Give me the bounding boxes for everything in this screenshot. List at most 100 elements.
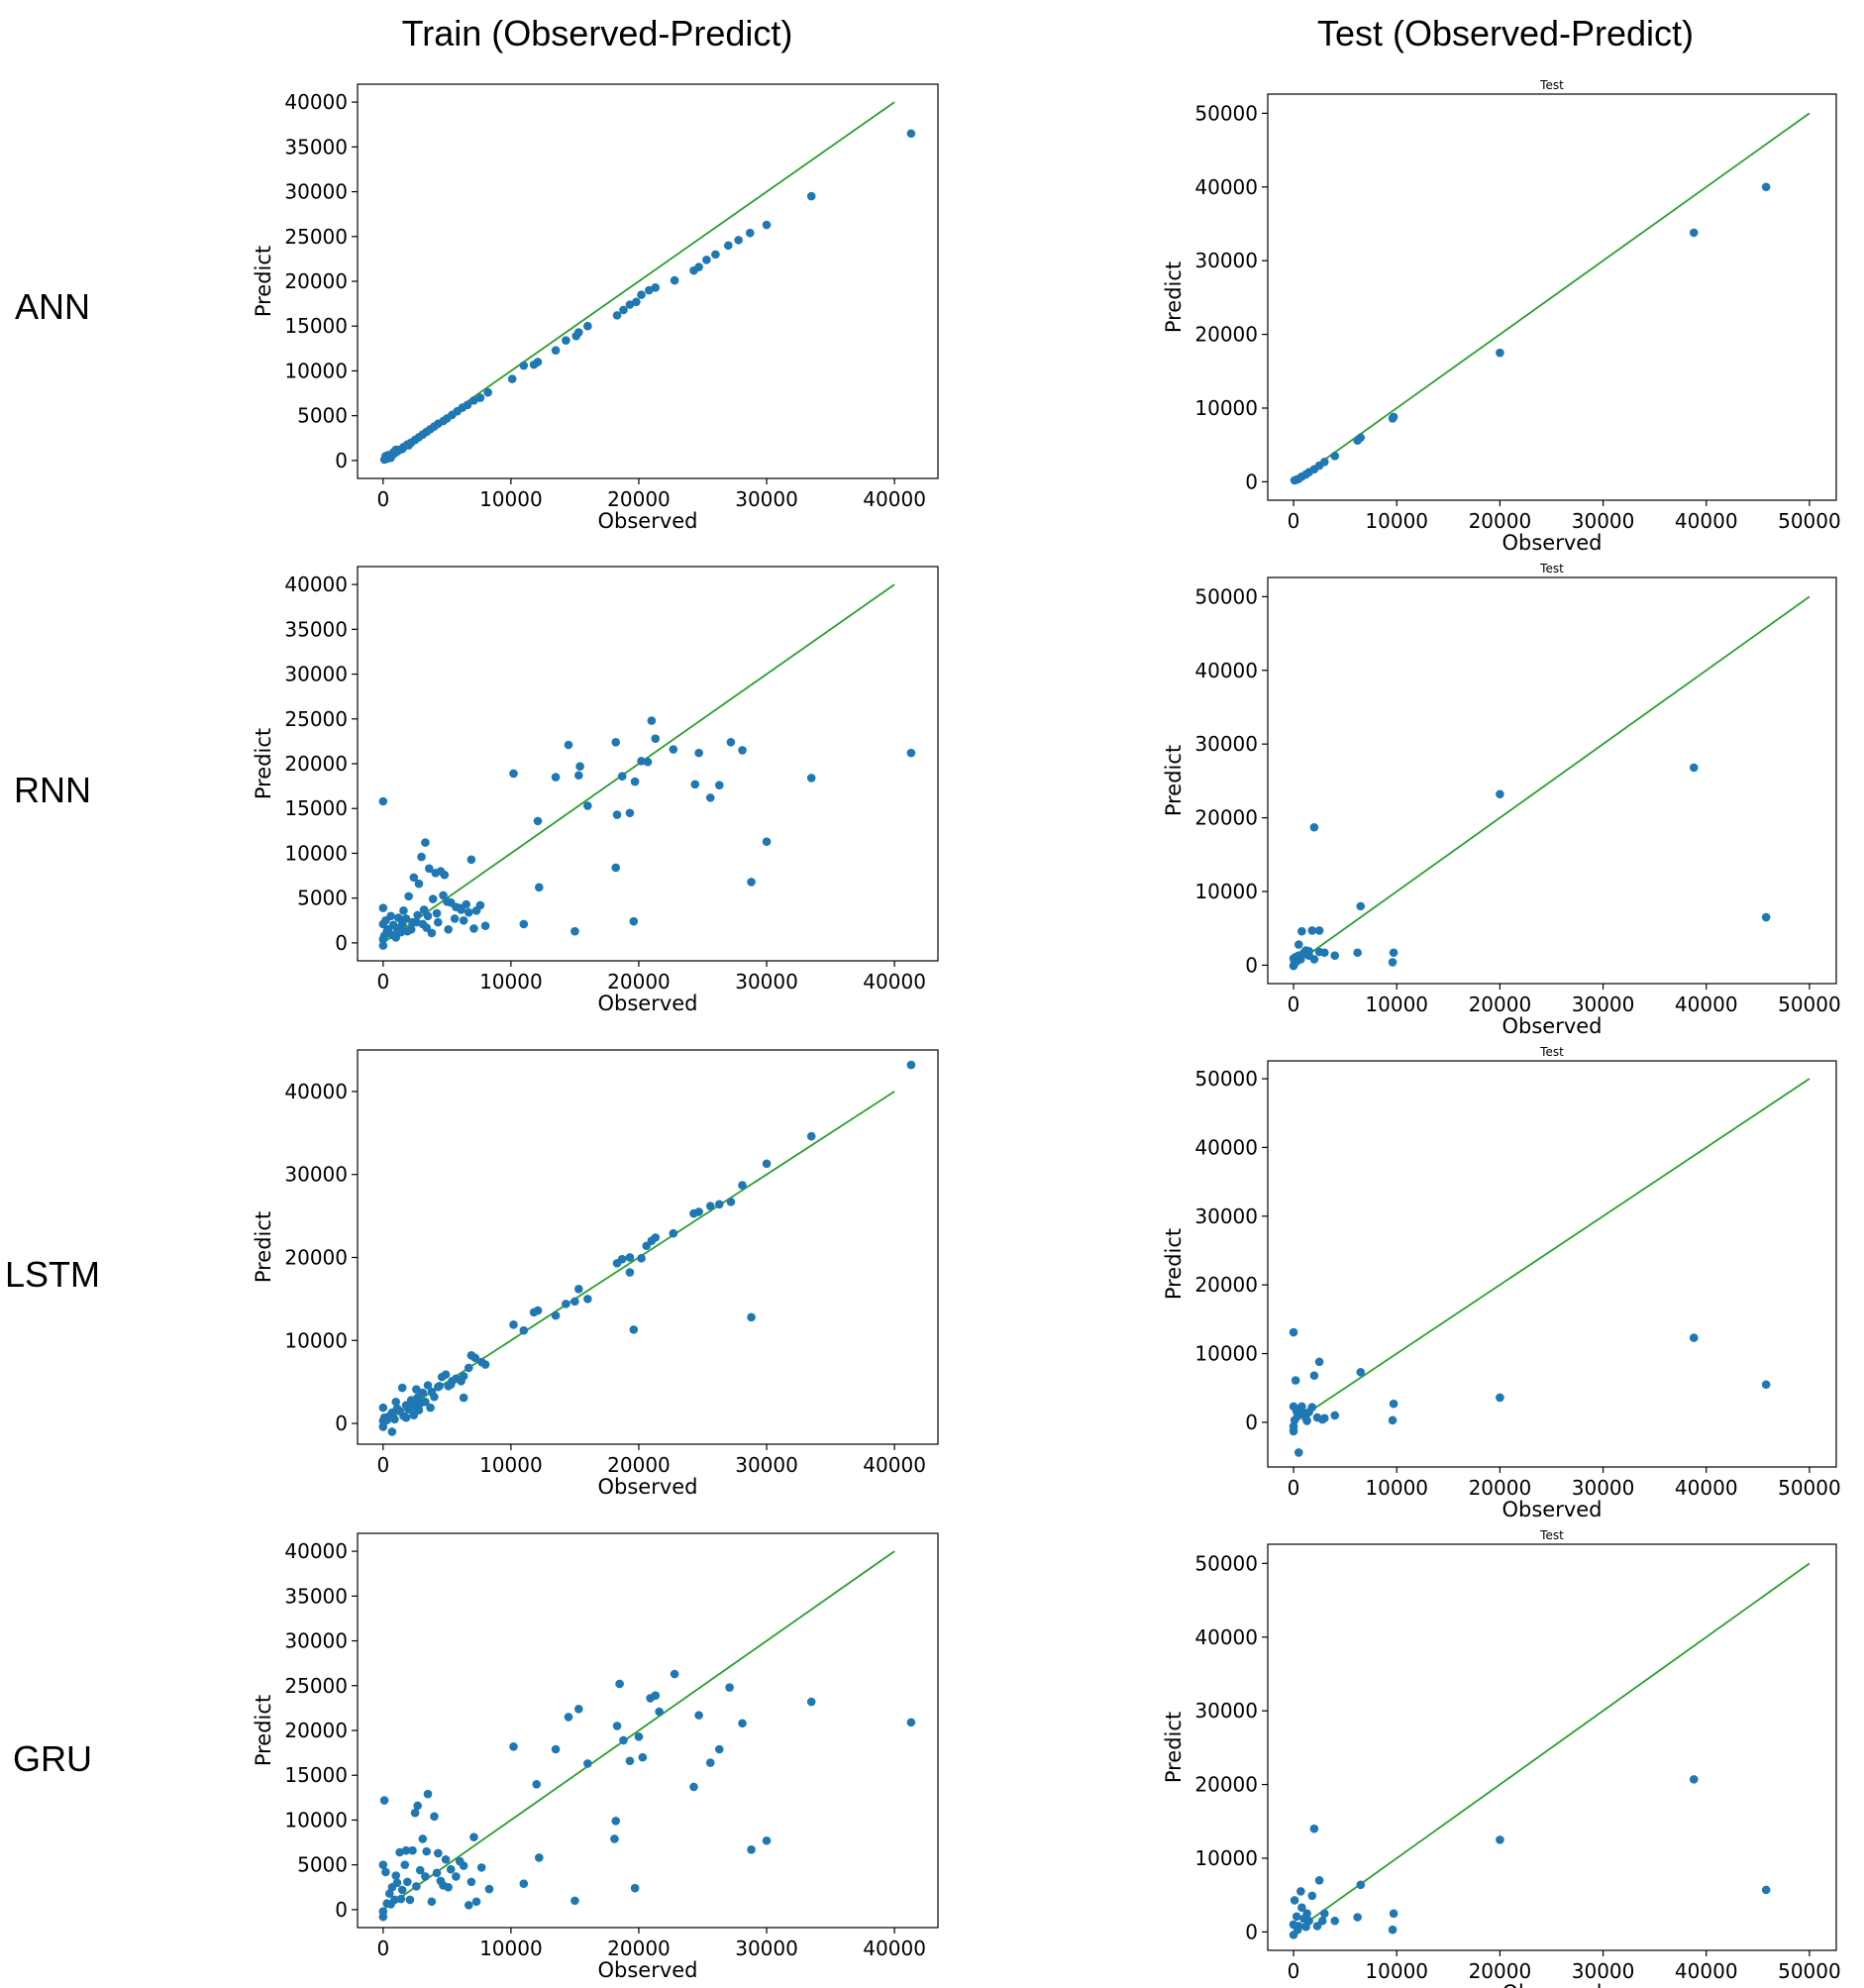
- rnn-train-xtick-label: 20000: [607, 970, 671, 994]
- rnn-train-point: [519, 919, 529, 929]
- rnn-train-point: [471, 906, 481, 915]
- ann-train-point: [529, 360, 539, 369]
- ann-train-y-axis-label: Predict: [252, 246, 275, 317]
- ann-train-point: [711, 250, 720, 260]
- rnn-test-ytick-label: 10000: [1194, 880, 1258, 903]
- gru-test-plot-frame: [1267, 1543, 1837, 1951]
- rnn-train-point: [612, 810, 622, 819]
- ann-train-point: [762, 220, 772, 230]
- rnn-train-xtick-label: 10000: [479, 970, 543, 994]
- gru-test-reference-line: [1293, 1562, 1811, 1934]
- lstm-train-point: [637, 1254, 646, 1263]
- rnn-train-ytick-label: 0: [335, 931, 348, 955]
- ann-test-xtick-label: 40000: [1675, 509, 1738, 533]
- lstm-test-point: [1302, 1416, 1311, 1425]
- lstm-test-ytick-label: 40000: [1194, 1135, 1258, 1159]
- rnn-train-point: [906, 748, 916, 758]
- rnn-test-xtick-label: 50000: [1778, 993, 1841, 1016]
- gru-test-x-axis-label: Observed: [1502, 1981, 1602, 1988]
- rnn-train-point: [694, 748, 703, 758]
- rnn-train-ytick-label: 20000: [284, 752, 348, 776]
- lstm-train-point: [714, 1200, 724, 1209]
- lstm-test-point: [1289, 1327, 1298, 1337]
- lstm-train-point: [642, 1241, 652, 1251]
- rnn-train-point: [533, 816, 543, 826]
- lstm-train-point: [391, 1397, 401, 1407]
- rnn-test-point: [1761, 912, 1771, 922]
- rnn-train-y-axis-label: Predict: [252, 728, 275, 799]
- rnn-train-point: [573, 771, 583, 781]
- gru-test-ytick-label: 10000: [1194, 1846, 1258, 1870]
- rnn-test-point: [1389, 948, 1398, 958]
- gru-train-point: [689, 1782, 698, 1792]
- gru-train-xtick-label: 30000: [735, 1936, 798, 1960]
- gru-test-point: [1761, 1885, 1771, 1895]
- ann-train-point: [519, 361, 529, 370]
- lstm-train-xtick-label: 20000: [607, 1453, 671, 1477]
- lstm-test-title: Test: [1539, 1045, 1564, 1059]
- gru-test-point: [1301, 1922, 1310, 1932]
- ann-train-reference-line: [382, 101, 895, 462]
- gru-test-point: [1314, 1876, 1324, 1885]
- ann-train-ytick-label: 35000: [284, 135, 348, 158]
- lstm-train-xtick-label: 40000: [863, 1453, 926, 1477]
- lstm-train-point: [426, 1403, 435, 1413]
- rnn-train-point: [457, 905, 466, 914]
- rnn-train-ytick-label: 35000: [284, 617, 348, 641]
- lstm-test-point: [1689, 1333, 1699, 1342]
- rnn-test-title: Test: [1539, 562, 1564, 575]
- lstm-train-point: [762, 1159, 772, 1169]
- lstm-test-x-axis-label: Observed: [1502, 1498, 1602, 1521]
- lstm-train-xtick-label: 0: [376, 1453, 389, 1477]
- lstm-train-y-axis-label: Predict: [252, 1211, 275, 1283]
- gru-test-point: [1389, 1909, 1398, 1919]
- rnn-test-point: [1353, 948, 1362, 958]
- rnn-train-point: [428, 894, 438, 903]
- ann-test-y-axis-label: Predict: [1162, 262, 1186, 333]
- ann-train-point: [469, 396, 478, 405]
- rnn-train-point: [464, 907, 473, 917]
- lstm-train-point: [427, 1387, 437, 1397]
- lstm-test-panel: 0 10000 20000 30000 40000 50000 0 10000 20000 300…: [1162, 1045, 1841, 1521]
- lstm-train-point: [413, 1393, 422, 1403]
- rnn-train-point: [534, 883, 544, 892]
- gru-train-point: [725, 1683, 734, 1692]
- gru-train-point: [408, 1845, 417, 1855]
- rnn-train-point: [419, 905, 429, 914]
- rnn-train-point: [570, 926, 579, 936]
- rnn-train-point: [611, 737, 621, 747]
- ann-train-xtick-label: 40000: [863, 487, 926, 511]
- rnn-train-point: [726, 737, 736, 747]
- lstm-test-xtick-label: 10000: [1365, 1476, 1428, 1500]
- rnn-test-point: [1496, 789, 1504, 799]
- rnn-test-xtick-label: 30000: [1572, 993, 1635, 1016]
- rnn-train-point: [643, 757, 653, 767]
- ann-test-point: [1290, 475, 1299, 485]
- ann-test-point: [1689, 228, 1699, 238]
- lstm-test-ytick-label: 30000: [1194, 1204, 1258, 1228]
- gru-train-point: [705, 1758, 715, 1767]
- gru-train-point: [670, 1669, 679, 1679]
- lstm-test-point: [1317, 1414, 1327, 1424]
- ann-train-ytick-label: 25000: [284, 225, 348, 249]
- lstm-train-point: [378, 1422, 388, 1431]
- gru-train-point: [401, 1845, 411, 1855]
- ann-train-point: [391, 445, 401, 455]
- gru-train-x-axis-label: Observed: [597, 1958, 697, 1982]
- gru-train-point: [413, 1801, 422, 1811]
- ann-train-point: [507, 374, 517, 383]
- lstm-train-point: [446, 1380, 456, 1389]
- gru-train-point: [806, 1697, 816, 1707]
- gru-train-point: [634, 1732, 644, 1741]
- gru-test-point: [1319, 1909, 1329, 1919]
- ann-test-plot-frame: [1267, 93, 1837, 501]
- lstm-train-point: [705, 1202, 715, 1210]
- rnn-train-point: [714, 781, 724, 790]
- gru-test-point: [1307, 1891, 1317, 1901]
- ann-train-point: [571, 331, 581, 341]
- rnn-train-point: [806, 774, 816, 783]
- ann-test-point: [1353, 436, 1362, 446]
- ann-train-point: [806, 191, 816, 201]
- lstm-test-xtick-label: 40000: [1675, 1476, 1738, 1500]
- rnn-test-point: [1294, 940, 1303, 949]
